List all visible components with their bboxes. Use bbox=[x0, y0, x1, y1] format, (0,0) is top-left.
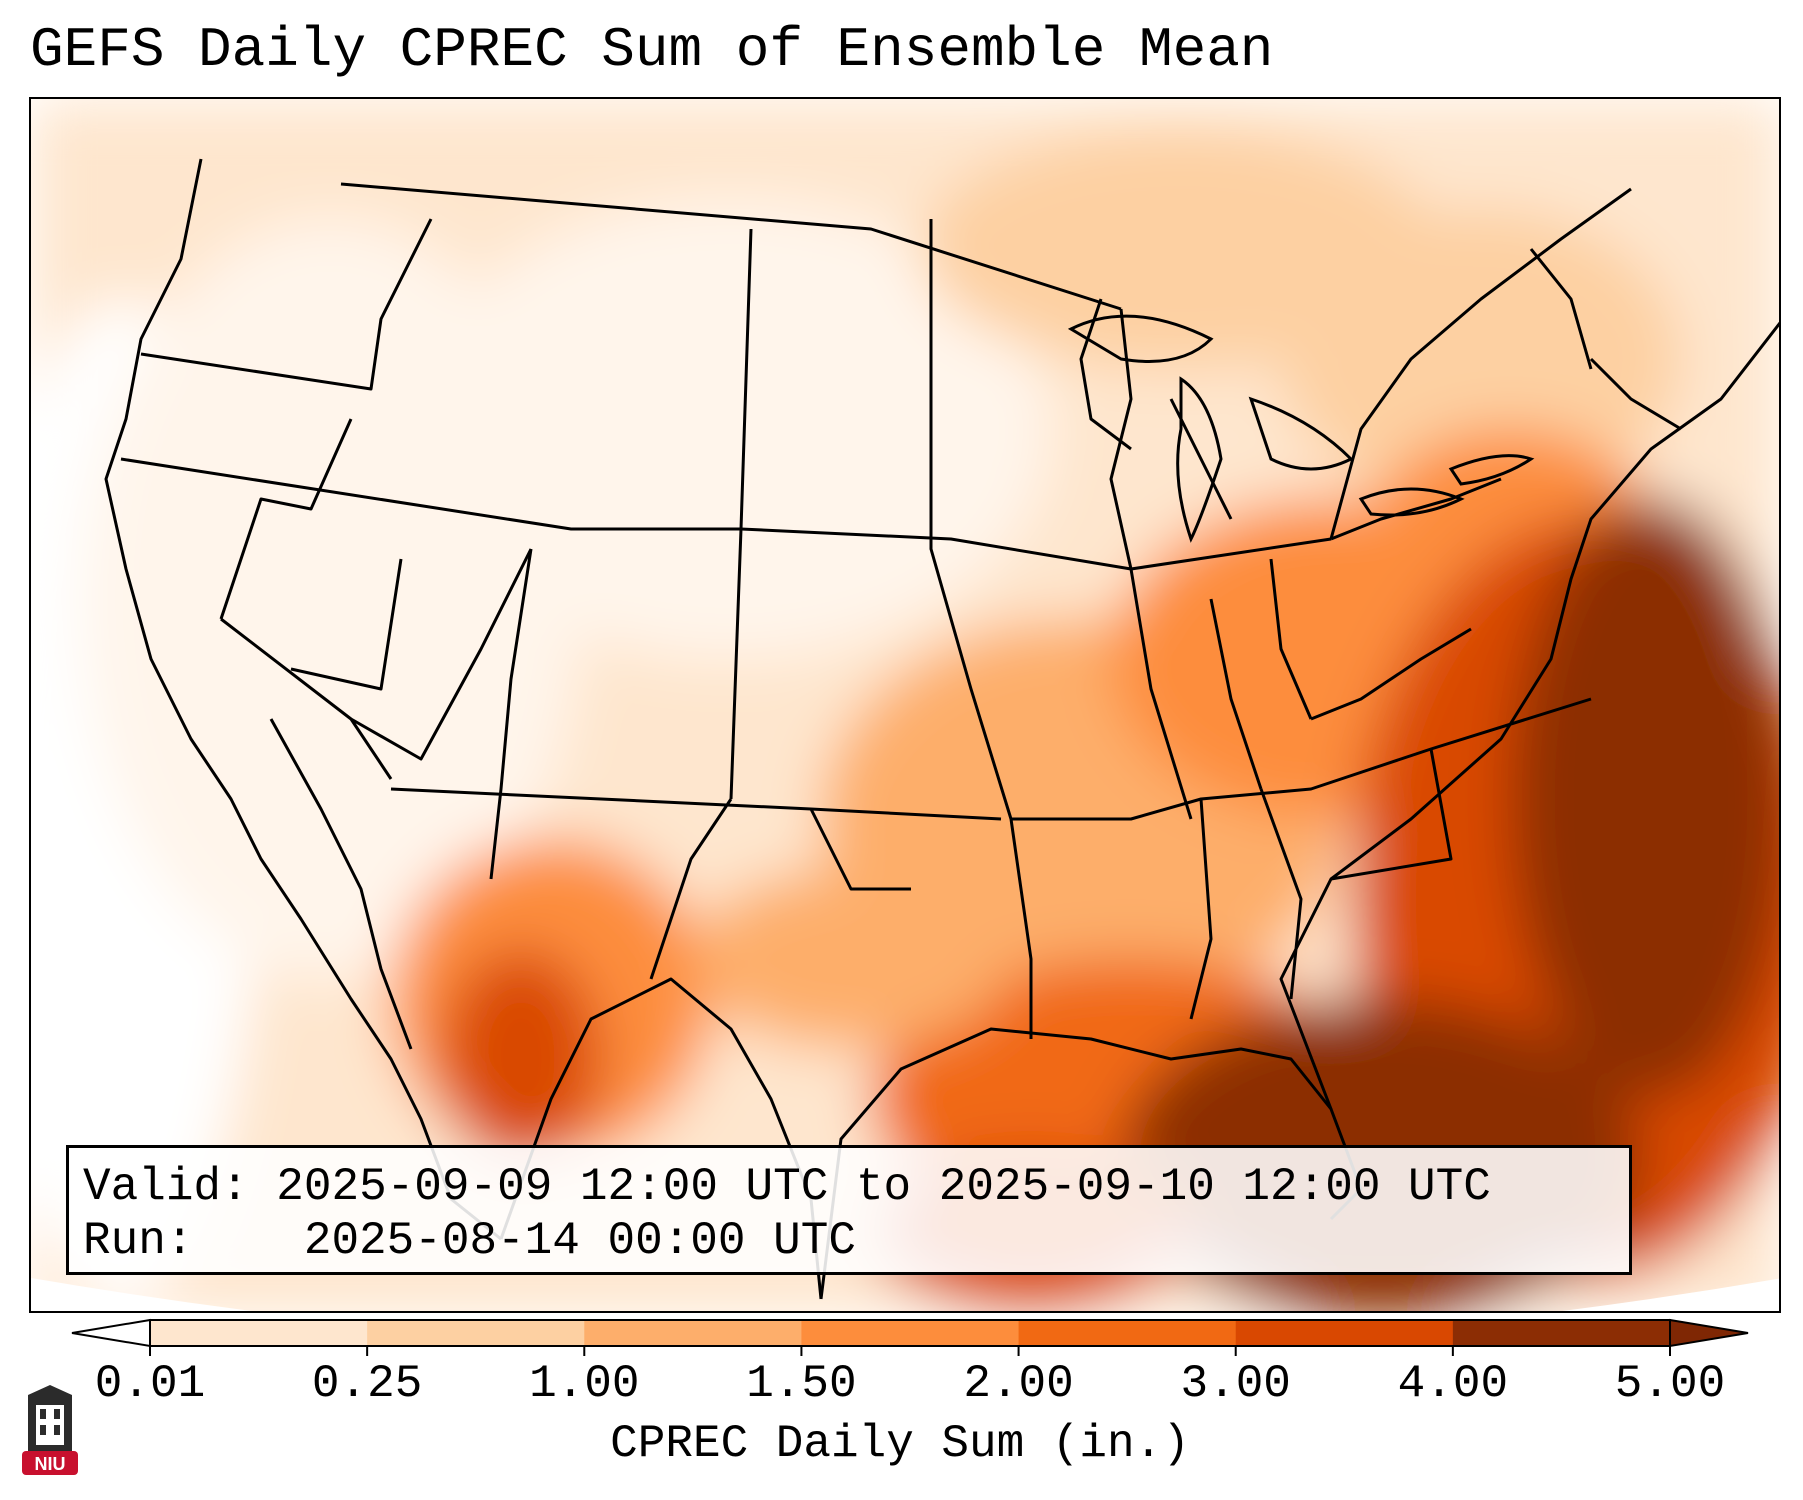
colorbar-segment bbox=[367, 1320, 585, 1346]
colorbar-segment bbox=[150, 1320, 368, 1346]
colorbar-tick-label: 3.00 bbox=[1180, 1358, 1291, 1410]
precipitation-map bbox=[29, 97, 1781, 1313]
map-canvas bbox=[31, 99, 1779, 1311]
colorbar-label: CPREC Daily Sum (in.) bbox=[610, 1418, 1190, 1470]
colorbar-segment bbox=[584, 1320, 802, 1346]
colorbar-tick-label: 1.50 bbox=[746, 1358, 857, 1410]
logo-text: NIU bbox=[35, 1454, 66, 1474]
colorbar-segment bbox=[1235, 1320, 1454, 1346]
colorbar-under-extension bbox=[71, 1318, 151, 1348]
run-value: 2025-08-14 00:00 UTC bbox=[303, 1215, 856, 1267]
colorbar bbox=[71, 1318, 1749, 1356]
colorbar-tick-label: 0.25 bbox=[311, 1358, 423, 1410]
run-label: Run: bbox=[83, 1215, 194, 1267]
colorbar-tick-label: 4.00 bbox=[1397, 1358, 1509, 1410]
map-title: GEFS Daily CPREC Sum of Ensemble Mean bbox=[30, 18, 1274, 82]
colorbar-frame bbox=[149, 1319, 1671, 1347]
state-borders bbox=[104, 158, 1779, 1300]
great-lakes bbox=[1067, 314, 1535, 543]
colorbar-tick-label: 0.01 bbox=[94, 1358, 206, 1410]
colorbar-segment bbox=[1018, 1320, 1237, 1346]
niu-logo-icon: NIU bbox=[22, 1385, 78, 1475]
valid-label: Valid: bbox=[83, 1161, 249, 1213]
colorbar-over-extension bbox=[1669, 1318, 1749, 1348]
colorbar-tick-label: 2.00 bbox=[963, 1358, 1074, 1410]
colorbar-segment bbox=[801, 1320, 1020, 1346]
colorbar-tick-label: 1.00 bbox=[529, 1358, 640, 1410]
colorbar-tick-label: 5.00 bbox=[1614, 1358, 1726, 1410]
precip-field bbox=[31, 99, 1779, 1311]
valid-value: 2025-09-09 12:00 UTC to 2025-09-10 12:00… bbox=[276, 1161, 1491, 1213]
valid-run-info-box: Valid: 2025-09-09 12:00 UTC to 2025-09-1… bbox=[66, 1145, 1632, 1275]
colorbar-segment bbox=[1452, 1320, 1671, 1346]
